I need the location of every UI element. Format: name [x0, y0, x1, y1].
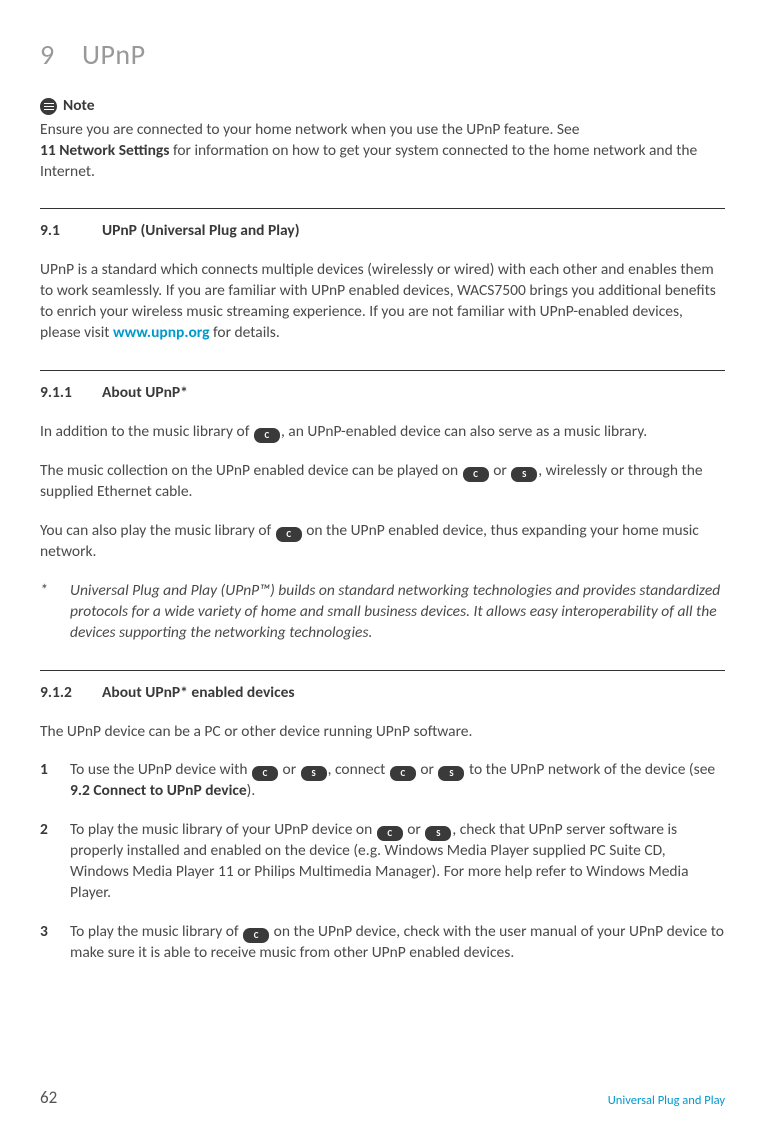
section-rule	[40, 208, 725, 209]
footnote-9-1-1: * Universal Plug and Play (UPnP™) builds…	[40, 581, 725, 644]
note-line1: Ensure you are connected to your home ne…	[40, 120, 579, 139]
text: , connect	[328, 760, 389, 779]
footnote-star: *	[40, 581, 52, 644]
section-number: 9.1.1	[40, 383, 102, 404]
section-rule	[40, 370, 725, 371]
chapter-number: 9	[40, 36, 82, 74]
station-badge-icon: S	[511, 467, 537, 482]
text: or	[279, 760, 300, 779]
section-title: UPnP (Universal Plug and Play)	[102, 221, 300, 240]
station-badge-icon: S	[301, 766, 327, 781]
p-9-1-1-c: You can also play the music library of C…	[40, 521, 725, 563]
text: To play the music library of your UPnP d…	[70, 820, 376, 839]
list-number: 1	[40, 760, 52, 802]
page-number: 62	[40, 1087, 57, 1110]
list-body: To play the music library of C on the UP…	[70, 922, 725, 964]
section-title: About UPnP*	[102, 383, 188, 402]
station-badge-icon: S	[425, 826, 451, 841]
p-9-1-2-intro: The UPnP device can be a PC or other dev…	[40, 722, 725, 743]
chapter-name: UPnP	[82, 37, 146, 72]
section-rule	[40, 670, 725, 671]
note-body: Ensure you are connected to your home ne…	[40, 120, 725, 183]
center-badge-icon: C	[243, 928, 269, 943]
section-heading-9-1-2: 9.1.2About UPnP* enabled devices	[40, 683, 725, 704]
center-badge-icon: C	[254, 428, 280, 443]
text: The music collection on the UPnP enabled…	[40, 461, 462, 480]
section-number: 9.1.2	[40, 683, 102, 704]
center-badge-icon: C	[463, 467, 489, 482]
list-body: To use the UPnP device with C or S, conn…	[70, 760, 725, 802]
list-item: 1 To use the UPnP device with C or S, co…	[40, 760, 725, 802]
center-badge-icon: C	[390, 766, 416, 781]
center-badge-icon: C	[377, 826, 403, 841]
text: In addition to the music library of	[40, 422, 253, 441]
footnote-text: Universal Plug and Play (UPnP™) builds o…	[70, 581, 725, 644]
section-heading-9-1-1: 9.1.1About UPnP*	[40, 383, 725, 404]
text: You can also play the music library of	[40, 521, 275, 540]
center-badge-icon: C	[276, 527, 302, 542]
text: for details.	[210, 323, 280, 342]
list-item: 2 To play the music library of your UPnP…	[40, 820, 725, 904]
text: ).	[247, 781, 256, 800]
note-icon	[40, 98, 57, 115]
text: to the UPnP network of the device (see	[465, 760, 715, 779]
section-heading-9-1: 9.1UPnP (Universal Plug and Play)	[40, 221, 725, 242]
section-number: 9.1	[40, 221, 102, 242]
page-footer: 62 Universal Plug and Play	[40, 1087, 725, 1110]
text: To use the UPnP device with	[70, 760, 251, 779]
list-item: 3 To play the music library of C on the …	[40, 922, 725, 964]
list-number: 2	[40, 820, 52, 904]
text: , an UPnP-enabled device can also serve …	[281, 422, 647, 441]
footer-section-name: Universal Plug and Play	[608, 1093, 725, 1110]
chapter-title: 9UPnP	[40, 36, 725, 74]
bold-ref: 9.2 Connect to UPnP device	[70, 781, 247, 800]
note-header: Note	[40, 96, 725, 117]
text: or	[417, 760, 438, 779]
list-body: To play the music library of your UPnP d…	[70, 820, 725, 904]
p-9-1-1-a: In addition to the music library of C, a…	[40, 422, 725, 443]
p-9-1-1-b: The music collection on the UPnP enabled…	[40, 461, 725, 503]
note-bold-ref: 11 Network Settings	[40, 141, 169, 160]
list-number: 3	[40, 922, 52, 964]
section-title: About UPnP* enabled devices	[102, 683, 295, 702]
station-badge-icon: S	[438, 766, 464, 781]
text: or	[490, 461, 511, 480]
text: or	[404, 820, 425, 839]
upnp-link[interactable]: www.upnp.org	[113, 323, 210, 342]
note-label: Note	[63, 96, 95, 117]
center-badge-icon: C	[252, 766, 278, 781]
text: To play the music library of	[70, 922, 242, 941]
section-9-1-body: UPnP is a standard which connects multip…	[40, 260, 725, 344]
